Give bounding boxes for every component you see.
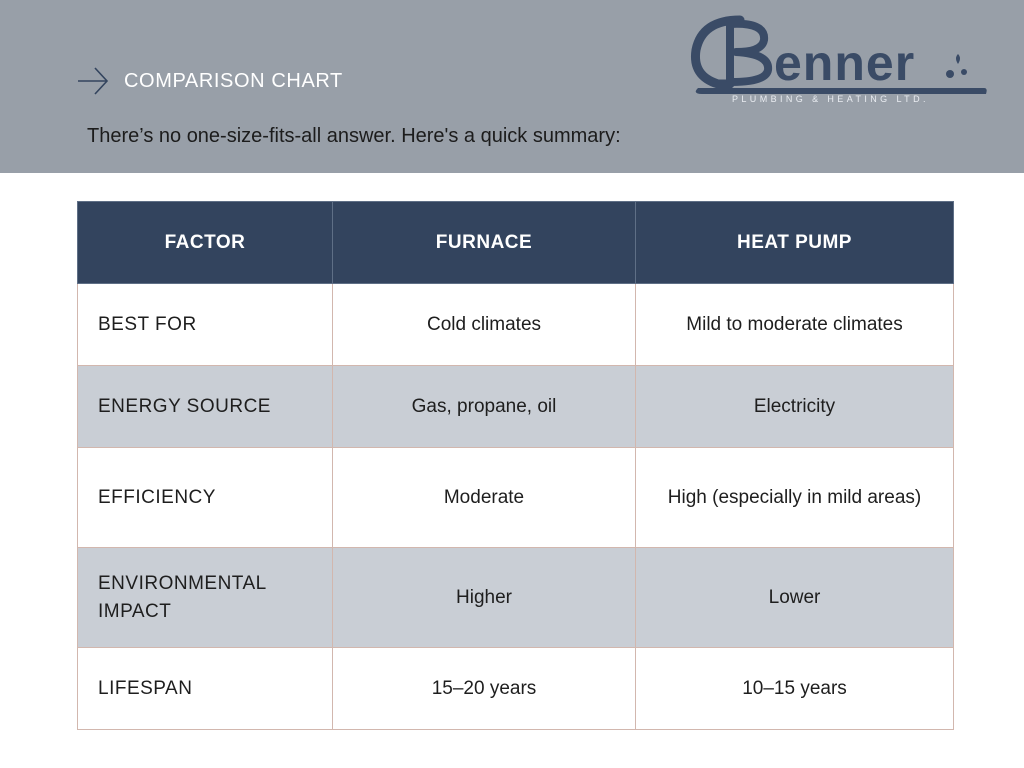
factor-cell: ENVIRONMENTAL IMPACT [77, 547, 333, 648]
svg-text:enner: enner [774, 35, 915, 91]
company-logo: enner PLUMBING & HEATING LTD. [688, 14, 988, 104]
table-row: EFFICIENCY Moderate High (especially in … [77, 447, 954, 548]
logo-wordmark: enner [690, 15, 987, 94]
furnace-cell: Higher [332, 547, 636, 648]
table-row: LIFESPAN 15–20 years 10–15 years [77, 647, 954, 730]
factor-cell: BEST FOR [77, 283, 333, 366]
section-label: COMPARISON CHART [76, 64, 343, 98]
factor-cell: ENERGY SOURCE [77, 365, 333, 448]
furnace-cell: Moderate [332, 447, 636, 548]
logo-tagline: PLUMBING & HEATING LTD. [732, 94, 929, 104]
section-title: COMPARISON CHART [124, 69, 343, 92]
table-row: BEST FOR Cold climates Mild to moderate … [77, 283, 954, 366]
factor-cell: LIFESPAN [77, 647, 333, 730]
heat-pump-cell: 10–15 years [635, 647, 954, 730]
table-row: ENERGY SOURCE Gas, propane, oil Electric… [77, 365, 954, 448]
heat-pump-cell: Mild to moderate climates [635, 283, 954, 366]
table-row: ENVIRONMENTAL IMPACT Higher Lower [77, 547, 954, 648]
table-header-row: FACTOR FURNACE HEAT PUMP [77, 201, 954, 284]
heat-pump-cell: Electricity [635, 365, 954, 448]
furnace-cell: 15–20 years [332, 647, 636, 730]
heat-pump-cell: Lower [635, 547, 954, 648]
column-header-factor: FACTOR [77, 201, 333, 284]
arrow-right-icon [78, 67, 109, 95]
furnace-cell: Cold climates [332, 283, 636, 366]
factor-cell: EFFICIENCY [77, 447, 333, 548]
header-band [0, 0, 1024, 173]
intro-text: There’s no one-size-fits-all answer. Her… [87, 125, 621, 147]
comparison-table: FACTOR FURNACE HEAT PUMP BEST FOR Cold c… [77, 201, 954, 730]
column-header-furnace: FURNACE [332, 201, 636, 284]
heat-pump-cell: High (especially in mild areas) [635, 447, 954, 548]
furnace-cell: Gas, propane, oil [332, 365, 636, 448]
column-header-heat-pump: HEAT PUMP [635, 201, 954, 284]
